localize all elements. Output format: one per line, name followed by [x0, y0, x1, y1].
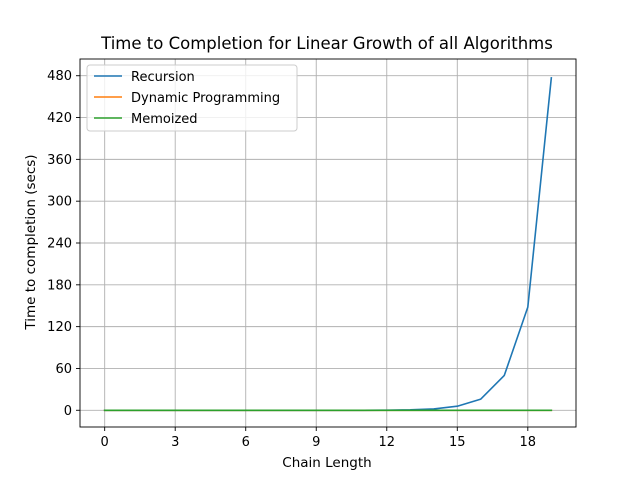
y-tick-label: 300: [47, 195, 72, 210]
chart-title: Time to Completion for Linear Growth of …: [100, 34, 553, 53]
y-tick-label: 0: [64, 404, 72, 419]
y-tick-label: 60: [55, 362, 72, 377]
legend-label-recursion: Recursion: [131, 70, 195, 85]
y-tick-label: 240: [47, 237, 72, 252]
y-tick-label: 420: [47, 111, 72, 126]
legend: Recursion Dynamic Programming Memoized: [86, 64, 298, 132]
x-tick-label: 0: [101, 435, 109, 450]
x-tick-label: 6: [242, 435, 250, 450]
y-tick-label: 120: [47, 320, 72, 335]
y-tick-label: 480: [47, 69, 72, 84]
series-lines: [103, 76, 553, 412]
x-tick-label: 3: [171, 435, 179, 450]
y-tick-label: 360: [47, 153, 72, 168]
legend-label-memoized: Memoized: [131, 112, 198, 127]
x-axis-label: Chain Length: [282, 455, 371, 471]
x-tick-label: 12: [378, 435, 395, 450]
legend-label-dynamic-programming: Dynamic Programming: [131, 91, 280, 106]
y-tick-label: 180: [47, 278, 72, 293]
legend-box: [86, 64, 298, 132]
x-tick-label: 9: [312, 435, 320, 450]
x-tick-label: 15: [449, 435, 466, 450]
x-tick-label: 18: [520, 435, 537, 450]
y-axis-label: Time to completion (secs): [23, 154, 39, 330]
